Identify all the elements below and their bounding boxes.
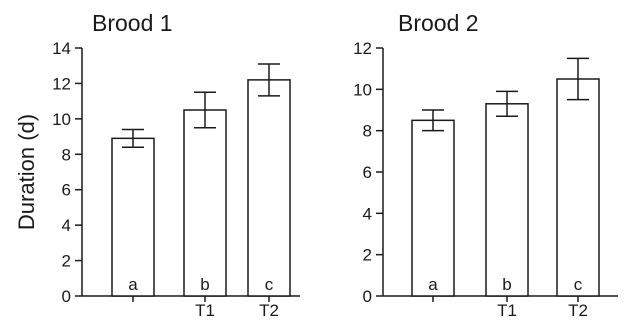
y-tick-label: 8	[62, 145, 71, 164]
y-tick-label: 14	[52, 39, 71, 58]
bar-letter-label: a	[128, 275, 138, 294]
x-tick-label: T1	[497, 301, 517, 320]
bar	[411, 119, 455, 297]
y-tick-label: 6	[363, 163, 372, 182]
bar-letter-label: b	[200, 275, 209, 294]
y-tick-label: 10	[353, 80, 372, 99]
y-tick-label: 2	[363, 246, 372, 265]
y-tick-label: 0	[62, 287, 71, 306]
bar	[247, 79, 291, 297]
bar	[111, 137, 155, 297]
bar	[485, 103, 529, 297]
bar	[556, 78, 600, 297]
y-tick-label: 6	[62, 181, 71, 200]
chart-panel-brood-2: Brood 2 0 2 4 6 8 10 12 a b T1 c T2	[353, 10, 618, 320]
x-tick-label: T2	[259, 301, 279, 320]
bar-letter-label: c	[265, 275, 274, 294]
chart-title: Brood 1	[92, 10, 173, 36]
y-tick-label: 8	[363, 122, 372, 141]
y-tick-label: 4	[62, 216, 71, 235]
bar-letter-label: c	[574, 275, 583, 294]
y-tick-label: 4	[363, 204, 372, 223]
bar	[183, 109, 227, 297]
y-axis-label: Duration (d)	[14, 114, 39, 230]
y-tick-label: 10	[52, 110, 71, 129]
y-tick-label: 12	[52, 74, 71, 93]
chart-title: Brood 2	[398, 10, 479, 36]
y-tick-label: 12	[353, 39, 372, 58]
x-tick-label: T2	[568, 301, 588, 320]
y-tick-label: 2	[62, 252, 71, 271]
x-tick-label: T1	[195, 301, 215, 320]
bar-letter-label: a	[428, 275, 438, 294]
chart-panel-brood-1: Brood 1 Duration (d) 0 2 4 6 8 10 12 14 a b T1 c T2	[14, 10, 300, 320]
y-tick-label: 0	[363, 287, 372, 306]
bar-letter-label: b	[502, 275, 511, 294]
